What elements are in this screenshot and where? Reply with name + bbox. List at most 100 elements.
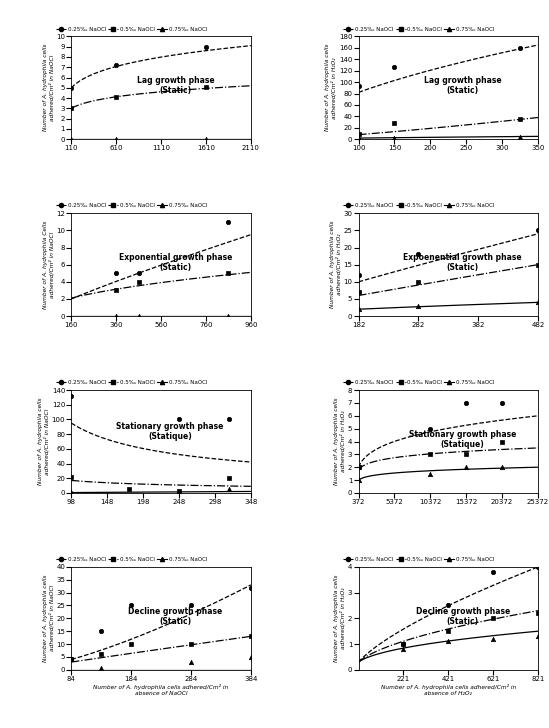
Point xyxy=(399,638,408,650)
Text: Stationary growth phase
(Statique): Stationary growth phase (Statique) xyxy=(409,430,516,449)
Text: Lag growth phase
(Static): Lag growth phase (Static) xyxy=(424,76,501,95)
Y-axis label: Number of A. hydrophila cells
adhered/Cm² in H₂O₂: Number of A. hydrophila cells adhered/Cm… xyxy=(334,574,346,662)
Point xyxy=(201,41,210,52)
Point xyxy=(247,651,255,662)
Point xyxy=(534,561,542,573)
Point xyxy=(201,81,210,92)
Point xyxy=(201,133,210,145)
Point xyxy=(426,423,435,435)
Point xyxy=(399,644,408,655)
Point xyxy=(354,132,363,144)
X-axis label: Number of A. hydrophila cells adhered/Cm² in
absence of H₂O₂: Number of A. hydrophila cells adhered/Cm… xyxy=(380,684,516,696)
Point xyxy=(225,483,234,495)
Text: Expoenential growth phase
(Static): Expoenential growth phase (Static) xyxy=(404,253,522,272)
Point xyxy=(187,638,195,650)
Point xyxy=(247,582,255,593)
Point xyxy=(97,649,105,660)
Point xyxy=(67,654,76,665)
Point xyxy=(135,310,143,322)
Legend: 0.25‰ NaOCl, 0.5‰ NaOCl, 0.75‰ NaOCl: 0.25‰ NaOCl, 0.5‰ NaOCl, 0.75‰ NaOCl xyxy=(343,557,495,562)
Point xyxy=(354,474,363,486)
Point xyxy=(534,630,542,642)
Point xyxy=(534,296,542,308)
Point xyxy=(112,133,121,145)
Point xyxy=(112,310,121,322)
Point xyxy=(354,462,363,473)
Point xyxy=(67,82,76,94)
Point xyxy=(498,397,507,408)
Point xyxy=(125,483,133,495)
Y-axis label: Number of A. hydrophila cells
adhered/Cm² in H₂O₂: Number of A. hydrophila cells adhered/Cm… xyxy=(334,397,346,485)
Point xyxy=(390,61,399,73)
Point xyxy=(462,448,470,460)
Point xyxy=(426,468,435,480)
Point xyxy=(354,286,363,298)
Point xyxy=(97,625,105,637)
Point xyxy=(498,435,507,447)
Point xyxy=(112,285,121,296)
Legend: 0.25‰ NaOCl, 0.5‰ NaOCl, 0.75‰ NaOCl: 0.25‰ NaOCl, 0.5‰ NaOCl, 0.75‰ NaOCl xyxy=(56,380,208,385)
Point xyxy=(67,133,76,145)
Point xyxy=(390,116,399,128)
Point xyxy=(112,91,121,103)
Point xyxy=(516,131,524,143)
Point xyxy=(414,300,423,312)
Legend: 0.25‰ NaOCl, 0.5‰ NaOCl, 0.75‰ NaOCl: 0.25‰ NaOCl, 0.5‰ NaOCl, 0.75‰ NaOCl xyxy=(56,26,208,31)
Point xyxy=(516,42,524,54)
Point xyxy=(97,662,105,674)
Point xyxy=(489,566,497,578)
Y-axis label: Number of A. hydrophila cells
adhered/Cm² in NaOCl: Number of A. hydrophila cells adhered/Cm… xyxy=(43,44,54,132)
Point xyxy=(534,259,542,271)
Point xyxy=(534,224,542,236)
Point xyxy=(175,486,183,497)
Point xyxy=(67,654,76,665)
Point xyxy=(225,472,234,484)
Y-axis label: Number of A. hydrophila cells
adhered/Cm² in NaOCl: Number of A. hydrophila cells adhered/Cm… xyxy=(38,397,49,485)
Point xyxy=(399,638,408,650)
Point xyxy=(224,267,233,279)
Point xyxy=(426,448,435,460)
Point xyxy=(67,654,76,665)
Text: Exponential growth phase
(Static): Exponential growth phase (Static) xyxy=(119,253,232,272)
Point xyxy=(354,462,363,473)
Point xyxy=(175,486,183,498)
Point xyxy=(225,413,234,424)
Point xyxy=(135,267,143,279)
Point xyxy=(354,80,363,92)
Legend: 0.25‰ NaOCl, 0.5‰ NaOCl, 0.75‰ NaOCl: 0.25‰ NaOCl, 0.5‰ NaOCl, 0.75‰ NaOCl xyxy=(56,557,208,562)
Point xyxy=(498,462,507,473)
X-axis label: Number of A. hydrophila cells adhered/Cm² in
absence of NaOCl: Number of A. hydrophila cells adhered/Cm… xyxy=(93,684,229,696)
Point xyxy=(67,472,76,483)
Point xyxy=(67,390,76,402)
Point xyxy=(462,462,470,473)
Point xyxy=(67,103,76,114)
Text: Decline growth phase
(Static): Decline growth phase (Static) xyxy=(416,606,510,626)
Point xyxy=(67,486,76,498)
Point xyxy=(516,113,524,124)
Point xyxy=(489,612,497,624)
Point xyxy=(187,600,195,612)
Point xyxy=(127,600,136,612)
Point xyxy=(444,636,453,647)
Point xyxy=(462,397,470,408)
Y-axis label: Number of A. hydrophila Cells
adhered/Cm² in NaOCl: Number of A. hydrophila Cells adhered/Cm… xyxy=(43,221,54,309)
Point xyxy=(444,625,453,637)
Y-axis label: Number of A. hydrophila cells
adhered/Cm² in NaOCl: Number of A. hydrophila cells adhered/Cm… xyxy=(43,574,54,662)
Point xyxy=(247,630,255,642)
Point xyxy=(187,656,195,668)
Point xyxy=(390,132,399,143)
Text: Decline growth phase
(Static): Decline growth phase (Static) xyxy=(128,606,222,626)
Point xyxy=(175,413,183,424)
Point xyxy=(489,633,497,645)
Legend: 0.25‰ NaOCl, 0.5‰ NaOCl, 0.75‰ NaOCl: 0.25‰ NaOCl, 0.5‰ NaOCl, 0.75‰ NaOCl xyxy=(343,380,495,385)
Legend: 0.25‰ NaOCl, 0.5‰ NaOCl, 0.75‰ NaOCl: 0.25‰ NaOCl, 0.5‰ NaOCl, 0.75‰ NaOCl xyxy=(56,203,208,208)
Point xyxy=(112,60,121,71)
Legend: 0.25‰ NaOCl, 0.5‰ NaOCl, 0.75‰ NaOCl: 0.25‰ NaOCl, 0.5‰ NaOCl, 0.75‰ NaOCl xyxy=(343,203,495,208)
Point xyxy=(444,600,453,612)
Point xyxy=(414,248,423,260)
Point xyxy=(354,304,363,315)
Y-axis label: Number of A. hydrophila cells
adhered/Cm² in H₂O₂: Number of A. hydrophila cells adhered/Cm… xyxy=(330,221,341,309)
Point xyxy=(224,310,233,322)
Point xyxy=(354,269,363,281)
Point xyxy=(354,127,363,139)
